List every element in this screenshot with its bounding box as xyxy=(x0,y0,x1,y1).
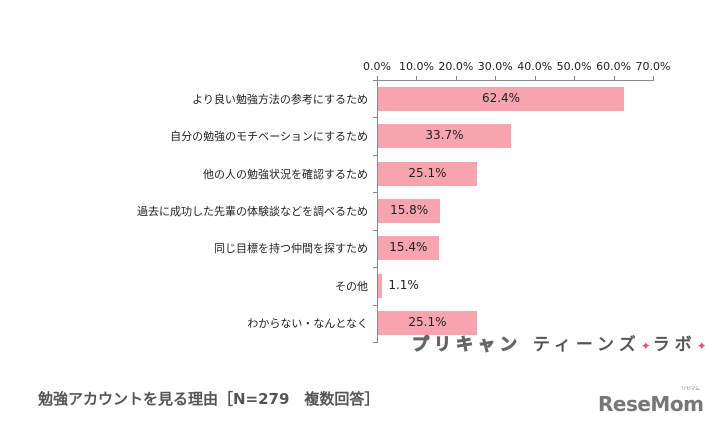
bar xyxy=(378,161,477,186)
watermark-part3: ラボ xyxy=(652,335,697,355)
category-label: 過去に成功した先輩の体験談などを調べるため xyxy=(137,205,368,218)
sparkle-icon: ✦ xyxy=(696,339,705,353)
x-tick-mark xyxy=(614,76,615,81)
value-label: 15.8% xyxy=(390,203,429,217)
value-label: 25.1% xyxy=(408,165,447,180)
x-tick-label: 40.0% xyxy=(517,60,553,73)
x-tick-label: 60.0% xyxy=(596,60,632,73)
category-label: わからない・なんとなく xyxy=(247,317,368,331)
y-tick-mark xyxy=(373,155,378,156)
bar xyxy=(378,124,511,149)
x-tick-mark xyxy=(377,76,378,81)
logo-subtext: リセマム xyxy=(681,386,700,392)
x-tick-label: 70.0% xyxy=(635,60,671,73)
category-label: その他 xyxy=(335,279,368,293)
x-tick-mark xyxy=(456,76,457,81)
x-tick-label: 50.0% xyxy=(556,60,592,73)
category-label: 他の人の勉強状況を確認するため xyxy=(203,167,368,181)
bar-chart: 0.0% 10.0% 20.0% 30.0% 40.0% 50.0% 60.0% 70.0% … xyxy=(137,60,671,343)
y-tick-mark xyxy=(373,305,378,306)
category-label: 自分の勉強のモチベーションにするため xyxy=(170,130,368,144)
value-label: 15.4% xyxy=(389,240,428,255)
chart-title: 勉強アカウントを見る理由［N=279 複数回答］ xyxy=(38,390,380,408)
x-tick-label: 20.0% xyxy=(438,60,474,73)
y-tick-mark xyxy=(373,267,378,268)
bar xyxy=(378,199,441,223)
bar xyxy=(378,236,439,261)
watermark-part1: プリキャン xyxy=(412,335,522,356)
resemom-logo: ReseMom リセマム xyxy=(598,386,704,416)
category-label: 同じ目標を持つ仲間を探すため xyxy=(214,242,368,256)
y-tick-mark xyxy=(373,192,378,193)
category-label: より良い勉強方法の参考にするため xyxy=(192,92,368,106)
x-tick-label: 10.0% xyxy=(398,60,434,73)
watermark-brand: プリキャン ティーンズ✦ラボ✦ xyxy=(412,330,705,356)
x-axis-line xyxy=(377,80,654,81)
x-tick-mark xyxy=(495,76,496,81)
x-tick-mark xyxy=(653,76,654,81)
bar xyxy=(378,273,383,298)
value-label: 62.4% xyxy=(481,90,521,105)
x-tick-mark xyxy=(574,76,575,81)
x-tick-label: 0.0% xyxy=(363,60,391,73)
y-tick-mark xyxy=(373,230,378,231)
x-tick-label: 30.0% xyxy=(477,60,513,73)
bar xyxy=(378,86,625,111)
x-tick-mark xyxy=(416,76,417,81)
y-tick-mark xyxy=(373,342,378,343)
value-label: 1.1% xyxy=(388,277,419,292)
x-tick-mark xyxy=(535,76,536,81)
y-tick-mark xyxy=(373,117,378,118)
value-label: 25.1% xyxy=(408,315,447,330)
value-label: 33.7% xyxy=(425,128,464,143)
sparkle-icon: ✦ xyxy=(640,339,653,353)
watermark-part2: ティーンズ xyxy=(532,335,641,355)
bar xyxy=(378,311,477,336)
logo-text: ReseMom xyxy=(598,392,704,416)
y-tick-mark xyxy=(373,80,378,81)
y-axis-line xyxy=(377,80,378,342)
